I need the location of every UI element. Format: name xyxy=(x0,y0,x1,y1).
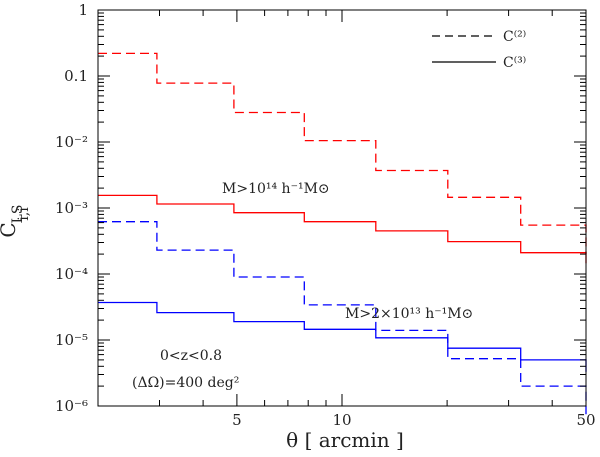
x-tick-labels: 5 10 50 xyxy=(232,411,595,429)
y-tick-label: 0.1 xyxy=(64,67,88,85)
series-layer xyxy=(98,52,587,415)
x-axis-title: θ [ arcmin ] xyxy=(286,428,404,452)
series-3 xyxy=(98,301,587,372)
x-tick-label: 10 xyxy=(332,411,351,429)
x-tick-label: 50 xyxy=(576,411,595,429)
y-axis-title-super: LS xyxy=(10,205,26,224)
y-tick-label: 10⁻⁴ xyxy=(55,265,88,283)
y-tick-label: 10⁻³ xyxy=(55,199,88,217)
y-axis-title-text: C xyxy=(0,222,20,237)
y-axis-title: C LS i,i xyxy=(0,205,32,238)
series-1 xyxy=(98,194,587,264)
plot-frame xyxy=(97,9,587,407)
y-axis-title-sub: i,i xyxy=(16,207,32,221)
y-tick-label: 10⁻² xyxy=(55,133,88,151)
legend-label-c3: C⁽³⁾ xyxy=(503,55,526,71)
y-tick-label: 1 xyxy=(78,1,88,19)
y-tick-labels: 1 0.1 10⁻² 10⁻³ 10⁻⁴ 10⁻⁵ 10⁻⁶ xyxy=(55,1,88,415)
legend: C⁽²⁾ C⁽³⁾ xyxy=(432,29,526,71)
legend-label-c2: C⁽²⁾ xyxy=(503,29,526,45)
annotation-red-mass: M>10¹⁴ h⁻¹M⊙ xyxy=(222,181,330,197)
y-tick-label: 10⁻⁶ xyxy=(55,397,88,415)
annotation-area: (ΔΩ)=400 deg² xyxy=(132,375,239,391)
series-0 xyxy=(98,52,587,255)
annotation-blue-mass: M>2×10¹³ h⁻¹M⊙ xyxy=(345,306,473,322)
y-tick-label: 10⁻⁵ xyxy=(55,331,88,349)
series-2 xyxy=(98,221,587,415)
annotation-redshift: 0<z<0.8 xyxy=(160,348,222,364)
x-tick-label: 5 xyxy=(232,411,242,429)
